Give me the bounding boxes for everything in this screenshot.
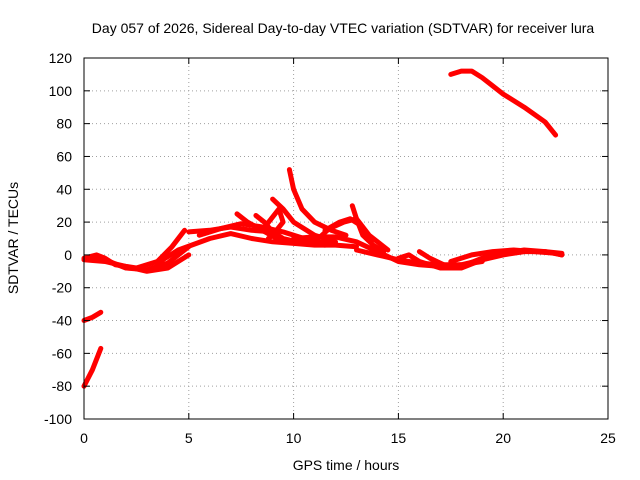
- y-tick-label: 120: [49, 50, 73, 66]
- series-line-arc-22: [448, 68, 559, 138]
- x-tick-label: 15: [391, 430, 407, 446]
- y-tick-label: -40: [52, 313, 72, 329]
- series-line-arc-11: [286, 167, 349, 238]
- series-line-arc-10: [259, 206, 286, 241]
- series-line-arc-3: [87, 227, 188, 271]
- plot-frame: [83, 57, 609, 420]
- y-tick-label: -60: [52, 345, 72, 361]
- y-tick-label: -20: [52, 280, 72, 296]
- y-tick-label: -100: [44, 411, 72, 427]
- axis-ticks: -100 -80 -60 -40 -20 0 20 40 60 80 100 120 0 5 10 15 20 2…: [44, 50, 616, 446]
- chart-title: Day 057 of 2026, Sidereal Day-to-day VTE…: [92, 20, 595, 36]
- grid-lines: [84, 58, 608, 419]
- series-line-arc-20: [81, 309, 104, 323]
- x-tick-label: 20: [495, 430, 511, 446]
- x-tick-label: 10: [286, 430, 302, 446]
- y-tick-label: 100: [49, 83, 73, 99]
- y-tick-label: 20: [56, 214, 72, 230]
- y-tick-label: -80: [52, 378, 72, 394]
- series-line-arc-21: [81, 345, 104, 389]
- y-tick-label: 60: [56, 148, 72, 164]
- series-layer: [81, 68, 565, 389]
- series-line-arc-19: [448, 247, 565, 264]
- series-line-arc-13: [349, 203, 387, 255]
- x-axis-label: GPS time / hours: [293, 457, 400, 473]
- y-axis-label: SDTVAR / TECUs: [5, 182, 21, 294]
- series-line-arc-8: [253, 213, 328, 248]
- series-line-arc-14: [322, 216, 374, 245]
- x-tick-label: 5: [185, 430, 193, 446]
- x-tick-label: 0: [80, 430, 88, 446]
- y-tick-label: 0: [64, 247, 72, 263]
- x-tick-label: 25: [600, 430, 616, 446]
- y-tick-label: 40: [56, 181, 72, 197]
- series-line-arc-18: [416, 249, 506, 271]
- y-tick-label: 80: [56, 116, 72, 132]
